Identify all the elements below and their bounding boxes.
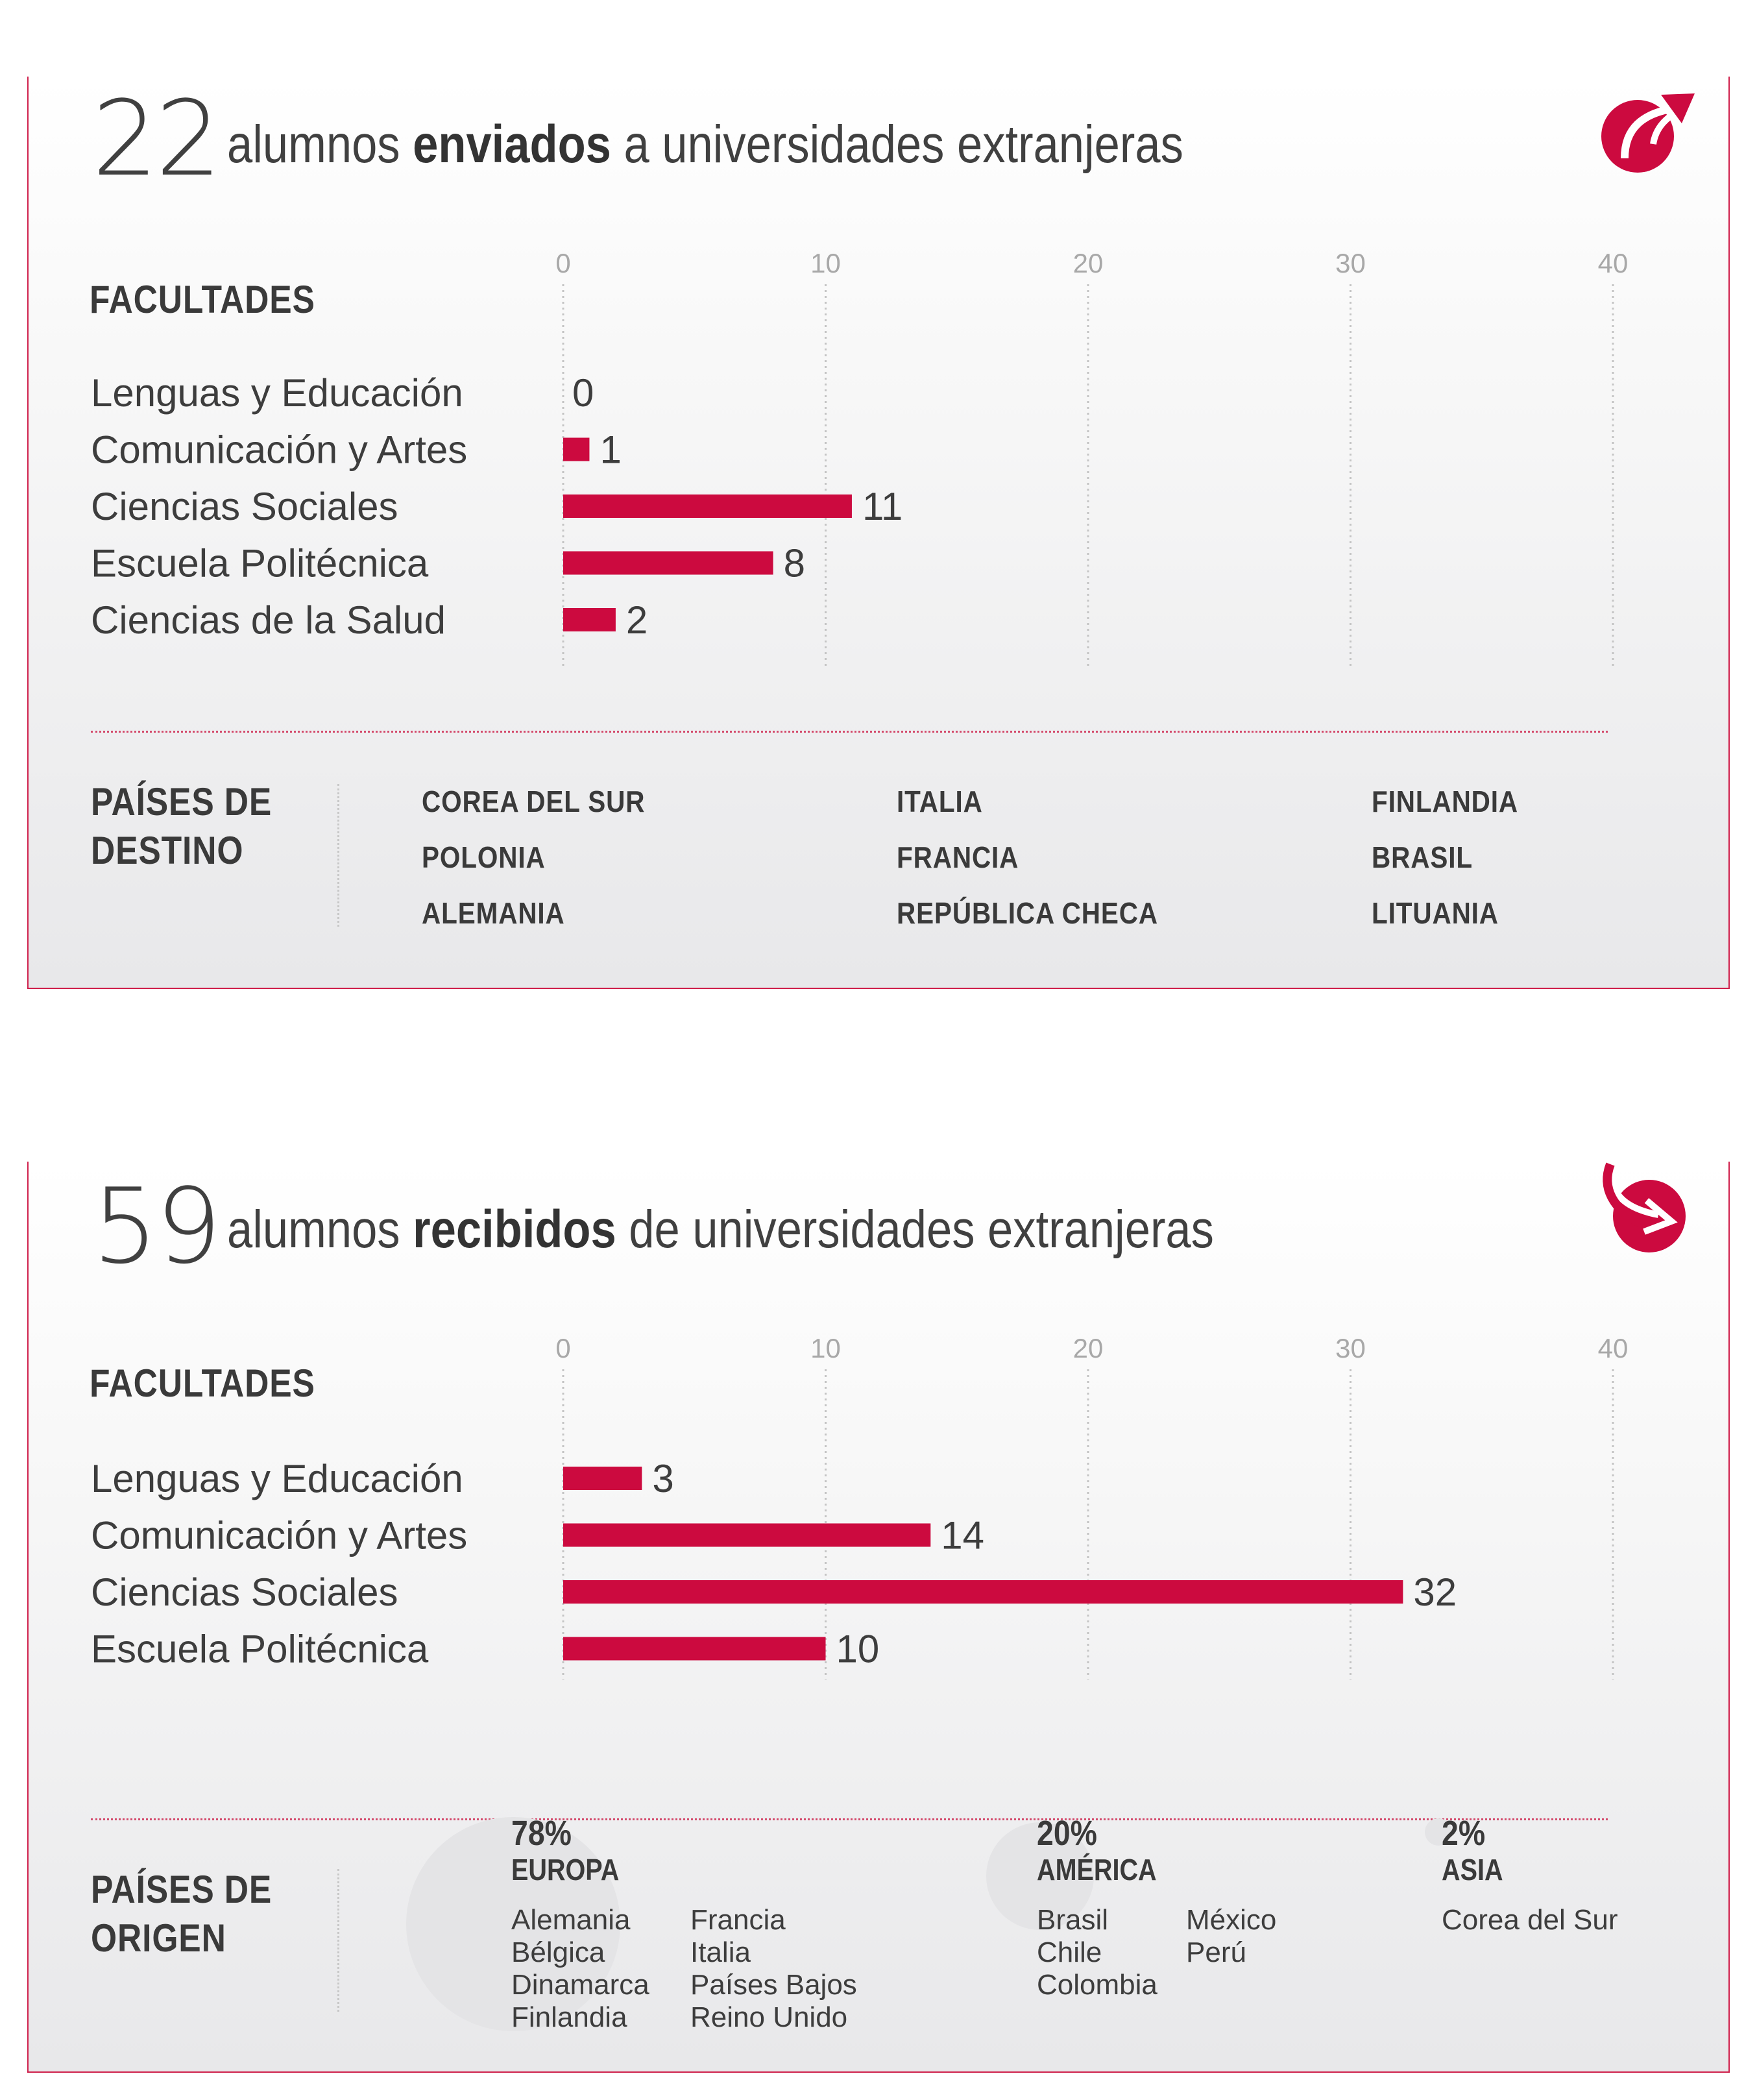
origin-country: Bélgica	[511, 1936, 605, 1968]
bar-value-label: 1	[600, 428, 621, 472]
europe-share-circle	[406, 1817, 620, 2031]
origin-country: Italia	[690, 1936, 751, 1968]
x-tick-label: 20	[1073, 248, 1104, 278]
arrow-in-icon	[1603, 1162, 1686, 1252]
origin-region: 20% AMÉRICA Brasil Chile Colombia México Perú	[1037, 1816, 1276, 2001]
sent-vertical-separator	[337, 784, 339, 927]
bar	[563, 1580, 1403, 1604]
sent-faculty-chart: 0 10 20 30 40 Lenguas y Educación 0 Comunicació…	[91, 248, 1629, 667]
bar	[563, 1637, 826, 1661]
origin-country: Finlandia	[511, 2001, 627, 2033]
origin-region: 78% EUROPA Alemania Bélgica Dinamarca Finland…	[511, 1816, 857, 2034]
received-title-post: de universidades extranjeras	[629, 1200, 1214, 1259]
x-tick-label: 40	[1598, 1333, 1629, 1363]
bar-value-label: 10	[836, 1628, 880, 1671]
bar-value-label: 8	[784, 542, 805, 585]
arrow-out-icon	[1601, 93, 1695, 173]
bar-value-label: 14	[941, 1514, 984, 1557]
faculty-label: Comunicación y Artes	[91, 1514, 467, 1557]
bar	[563, 437, 590, 461]
origin-country: Chile	[1037, 1936, 1102, 1968]
sent-title-post: a universidades extranjeras	[624, 115, 1183, 174]
bar-value-label: 3	[652, 1457, 673, 1500]
x-tick-label: 40	[1598, 248, 1629, 278]
asia-share-circle	[1425, 1818, 1452, 1846]
received-faculty-chart: 0 10 20 30 40 Lenguas y Educación 3 Comunicació…	[91, 1333, 1629, 1679]
origin-country: Francia	[690, 1904, 786, 1936]
destination-label-line1: PAÍSES DE	[91, 780, 273, 824]
destination-country: ALEMANIA	[422, 896, 565, 930]
faculty-label: Escuela Politécnica	[91, 542, 429, 585]
sent-divider	[91, 731, 1608, 733]
sent-title-bold: enviados	[413, 115, 611, 174]
origin-country: Reino Unido	[690, 2001, 848, 2033]
received-count: 59	[92, 1166, 222, 1287]
region-percentage: 78%	[511, 1814, 572, 1853]
received-headline: alumnos recibidos de universidades extra…	[227, 1203, 1214, 1256]
x-tick-label: 30	[1335, 1333, 1366, 1363]
region-name: ASIA	[1442, 1853, 1503, 1886]
bar	[563, 494, 852, 518]
bar-value-label: 2	[626, 598, 648, 642]
destination-country: COREA DEL SUR	[422, 785, 646, 818]
faculty-label: Escuela Politécnica	[91, 1628, 429, 1671]
origin-label: PAÍSES DE ORIGEN	[91, 1865, 272, 1962]
region-percentage: 2%	[1442, 1814, 1486, 1853]
destination-country: ITALIA	[897, 785, 983, 818]
received-title-pre: alumnos	[227, 1200, 400, 1259]
bar	[563, 608, 616, 631]
x-tick-label: 20	[1073, 1333, 1104, 1363]
received-title-bold: recibidos	[413, 1200, 616, 1259]
faculty-label: Ciencias Sociales	[91, 1570, 398, 1614]
origin-country: Alemania	[511, 1904, 631, 1936]
destination-label: PAÍSES DE DESTINO	[91, 777, 272, 875]
destination-country: LITUANIA	[1372, 896, 1499, 930]
sent-panel: 22 alumnos enviados a universidades extr…	[27, 77, 1730, 989]
faculty-label: Comunicación y Artes	[91, 428, 467, 472]
faculty-label: Lenguas y Educación	[91, 371, 463, 415]
origin-country: Brasil	[1037, 1904, 1109, 1936]
bar	[563, 551, 773, 575]
faculty-label: Ciencias Sociales	[91, 485, 398, 528]
america-share-circle	[986, 1822, 1094, 1930]
bar-value-label: 32	[1413, 1570, 1457, 1614]
faculty-label: Lenguas y Educación	[91, 1457, 463, 1500]
received-divider	[91, 1818, 1608, 1820]
sent-headline: alumnos enviados a universidades extranj…	[227, 118, 1183, 171]
destination-label-line2: DESTINO	[91, 829, 244, 872]
x-tick-label: 30	[1335, 248, 1366, 278]
bar-value-label: 11	[862, 485, 903, 528]
origin-country: México	[1186, 1904, 1277, 1936]
origin-region: 2% ASIA Corea del Sur	[1442, 1816, 1618, 1936]
sent-section-label: FACULTADES	[90, 278, 315, 321]
bar	[563, 1523, 931, 1547]
origin-country: Colombia	[1037, 1969, 1157, 2001]
bar-value-label: 0	[572, 371, 594, 415]
bar	[563, 1467, 642, 1490]
destination-country: REPÚBLICA CHECA	[897, 896, 1159, 930]
x-tick-label: 10	[810, 248, 841, 278]
x-tick-label: 10	[810, 1333, 841, 1363]
origin-country: Dinamarca	[511, 1969, 649, 2001]
origin-label-line2: ORIGEN	[91, 1916, 226, 1960]
x-tick-label: 0	[555, 1333, 570, 1363]
destination-country: FRANCIA	[897, 840, 1019, 874]
sent-count: 22	[92, 78, 222, 199]
received-section-label: FACULTADES	[90, 1361, 315, 1405]
origin-country: Corea del Sur	[1442, 1904, 1618, 1936]
origin-country: Perú	[1186, 1936, 1246, 1968]
origin-label-line1: PAÍSES DE	[91, 1868, 273, 1911]
region-name: AMÉRICA	[1037, 1853, 1157, 1886]
destination-country: BRASIL	[1372, 840, 1473, 874]
received-vertical-separator	[337, 1869, 339, 2012]
x-tick-label: 0	[555, 248, 570, 278]
received-panel: 59 alumnos recibidos de universidades ex…	[27, 1162, 1730, 2073]
region-percentage: 20%	[1037, 1814, 1097, 1853]
region-name: EUROPA	[511, 1853, 620, 1886]
destination-country: POLONIA	[422, 840, 546, 874]
faculty-label: Ciencias de la Salud	[91, 598, 446, 642]
origin-country: Países Bajos	[690, 1969, 857, 2001]
sent-title-pre: alumnos	[227, 115, 400, 174]
destination-country: FINLANDIA	[1372, 785, 1519, 818]
